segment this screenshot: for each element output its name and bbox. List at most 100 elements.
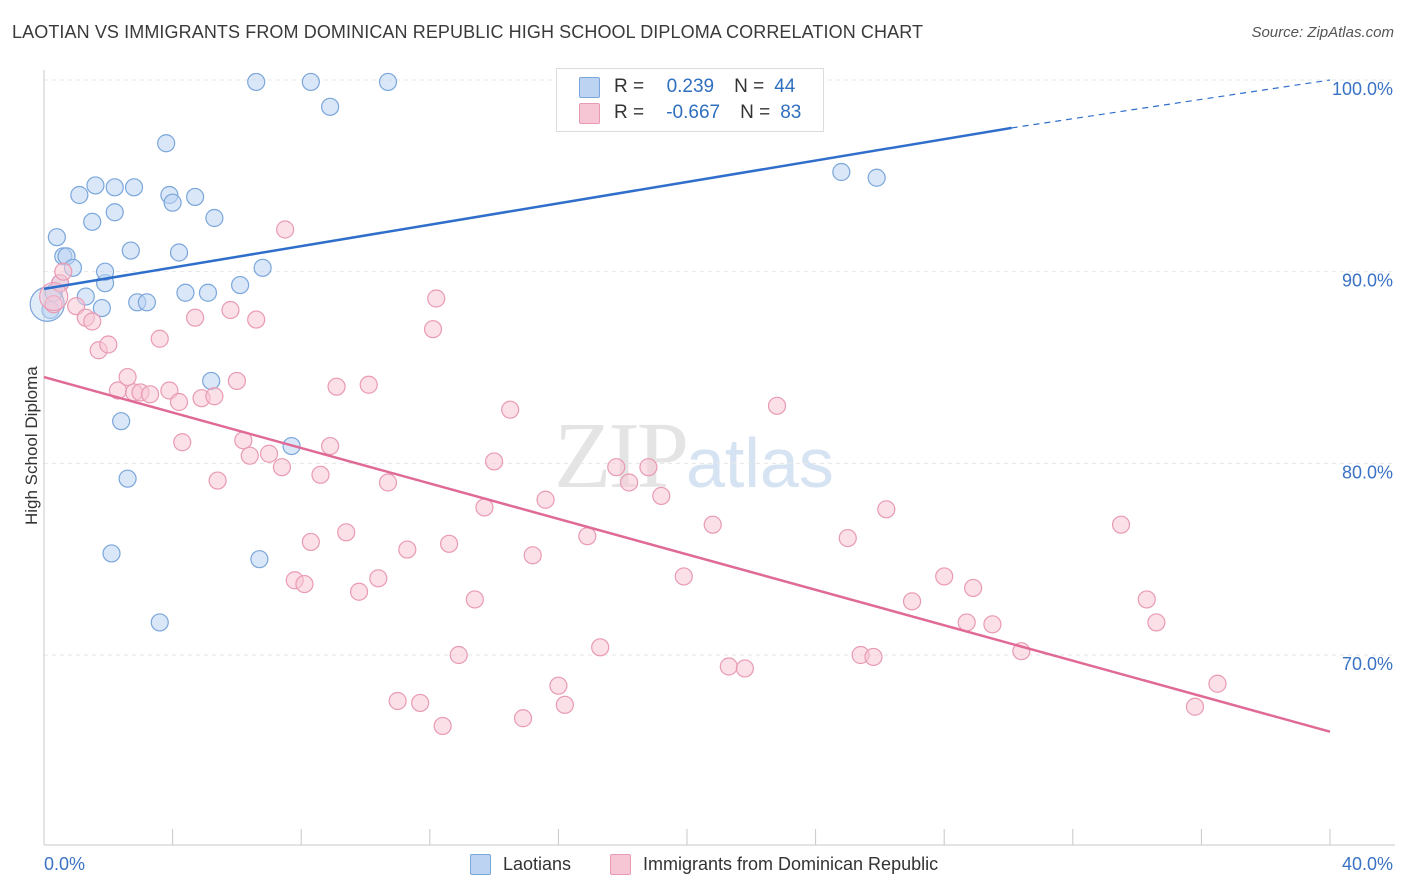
x-tick-label: 40.0%: [1342, 854, 1393, 874]
data-point-laotian: [157, 134, 176, 153]
data-point-dominican: [150, 329, 169, 348]
data-point-dominican: [54, 262, 73, 281]
data-point-laotian: [378, 72, 398, 92]
legend-row-laotians: R = 0.239 N = 44: [579, 75, 795, 99]
data-point-laotian: [47, 228, 66, 247]
data-point-dominican: [427, 289, 446, 308]
data-point-dominican: [337, 523, 356, 542]
data-point-laotian: [70, 185, 89, 205]
data-point-dominican: [99, 335, 118, 354]
bottom-legend-label-laotians: Laotians: [503, 853, 572, 874]
laotians-points: [29, 72, 886, 632]
data-point-laotian: [118, 469, 137, 488]
legend-r-label: R =: [614, 102, 645, 123]
data-point-dominican: [173, 433, 192, 452]
y-tick-label: 80.0%: [1342, 462, 1393, 482]
data-point-dominican: [359, 375, 378, 394]
data-point-laotian: [163, 193, 182, 212]
y-tick-label: 70.0%: [1342, 654, 1393, 674]
data-point-dominican: [555, 695, 574, 714]
legend-r-label: R =: [614, 76, 645, 97]
data-point-laotian: [247, 72, 266, 92]
data-point-dominican: [674, 567, 693, 586]
data-point-dominican: [735, 659, 754, 678]
data-point-dominican: [1208, 674, 1227, 693]
data-point-dominican: [1137, 590, 1156, 609]
data-point-laotian: [202, 371, 221, 391]
data-point-dominican: [513, 709, 533, 728]
data-point-laotian: [301, 72, 320, 92]
legend-n-label: N =: [740, 102, 771, 123]
data-point-laotian: [867, 168, 886, 187]
data-point-dominican: [240, 446, 259, 465]
source-label: Source: ZipAtlas.com: [1251, 24, 1394, 41]
data-point-laotian: [105, 178, 124, 197]
bottom-legend-swatch-blue: [470, 853, 491, 875]
data-point-dominican: [398, 540, 417, 559]
data-point-dominican: [902, 592, 922, 611]
data-point-dominican: [83, 312, 102, 331]
data-point-dominican: [140, 385, 160, 404]
data-point-laotian: [198, 283, 218, 302]
data-point-laotian: [92, 298, 111, 318]
legend-swatch-pink: [579, 102, 600, 124]
data-point-dominican: [118, 367, 137, 387]
data-point-dominican: [639, 458, 658, 477]
data-point-dominican: [838, 528, 857, 548]
data-point-dominican: [311, 465, 330, 484]
data-point-laotian: [112, 412, 131, 431]
data-point-dominican: [295, 574, 314, 594]
data-point-laotian: [253, 258, 272, 277]
data-point-laotian: [176, 283, 195, 302]
data-point-dominican: [301, 532, 320, 552]
data-point-dominican: [321, 436, 340, 456]
bottom-legend-label-dominican: Immigrants from Dominican Republic: [643, 853, 939, 874]
data-point-dominican: [523, 546, 542, 565]
data-point-dominican: [652, 486, 671, 506]
data-point-laotian: [832, 162, 851, 182]
data-point-dominican: [227, 371, 246, 391]
data-point-dominican: [439, 534, 459, 553]
data-point-laotian: [83, 212, 102, 231]
data-point-dominican: [620, 473, 639, 492]
data-point-dominican: [388, 691, 407, 711]
data-point-laotian: [121, 241, 140, 260]
data-point-dominican: [957, 613, 976, 632]
data-point-dominican: [205, 387, 224, 406]
data-point-laotian: [105, 203, 124, 222]
data-point-dominican: [449, 645, 468, 665]
data-point-dominican: [433, 716, 452, 736]
bottom-legend-dominican: Immigrants from Dominican Republic: [610, 851, 938, 877]
bottom-legend-laotians: Laotians: [470, 851, 571, 877]
data-point-laotian: [137, 293, 156, 312]
data-point-dominican: [983, 615, 1002, 634]
data-point-dominican: [272, 458, 292, 477]
data-point-dominican: [259, 444, 279, 463]
grid-lines: [44, 79, 1395, 656]
data-point-laotian: [169, 243, 189, 262]
data-point-laotian: [124, 178, 144, 197]
data-point-dominican: [1111, 515, 1131, 534]
data-point-dominican: [1185, 697, 1205, 716]
data-point-dominican: [44, 295, 63, 314]
data-point-dominican: [549, 676, 568, 695]
y-tick-label: 90.0%: [1342, 271, 1393, 291]
data-point-laotian: [150, 613, 169, 632]
data-point-dominican: [369, 569, 388, 588]
data-point-laotian: [321, 97, 340, 116]
data-point-dominican: [411, 693, 430, 713]
data-point-dominican: [607, 458, 626, 477]
data-point-laotian: [205, 208, 224, 228]
data-point-dominican: [591, 638, 610, 657]
trend-line-laotians: [43, 126, 1012, 291]
data-point-dominican: [767, 396, 787, 415]
data-point-dominican: [578, 527, 597, 546]
data-point-laotian: [186, 187, 205, 207]
data-point-dominican: [465, 590, 484, 609]
axes: [43, 70, 1395, 846]
data-point-dominican: [349, 582, 369, 601]
legend-r-value: 0.239: [666, 76, 715, 97]
data-point-dominican: [208, 471, 227, 490]
data-point-laotian: [250, 550, 269, 569]
